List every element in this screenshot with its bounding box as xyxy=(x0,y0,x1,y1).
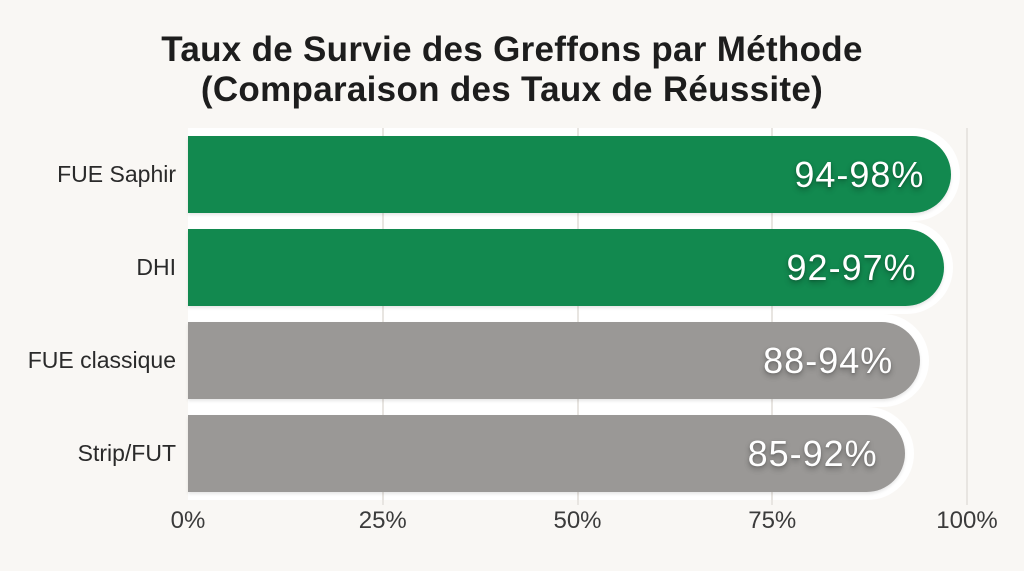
category-label: FUE Saphir xyxy=(57,161,176,187)
bar-row: 92-97% xyxy=(188,221,967,314)
chart-title: Taux de Survie des Greffons par Méthode … xyxy=(0,30,1024,110)
value-label: 94-98% xyxy=(794,153,925,195)
category-label: Strip/FUT xyxy=(77,440,176,466)
bar-row: 94-98% xyxy=(188,128,967,221)
bar: 88-94% xyxy=(188,322,921,399)
bar-halo: 88-94% xyxy=(188,314,930,407)
value-label: 88-94% xyxy=(763,339,894,381)
bar-halo: 85-92% xyxy=(188,407,914,500)
bar-row: 85-92% xyxy=(188,407,967,500)
chart-title-line1: Taux de Survie des Greffons par Méthode xyxy=(161,30,863,69)
category-label: FUE classique xyxy=(27,347,176,373)
bar: 94-98% xyxy=(188,136,952,213)
category-axis: FUE Saphir DHI FUE classique Strip/FUT xyxy=(0,128,176,500)
chart-title-line2: (Comparaison des Taux de Réussite) xyxy=(200,70,824,109)
bar-row: 88-94% xyxy=(188,314,967,407)
category-label: DHI xyxy=(136,254,176,280)
bar: 92-97% xyxy=(188,229,944,306)
value-label: 92-97% xyxy=(786,246,917,288)
x-tick-label: 25% xyxy=(358,507,407,534)
bar-halo: 92-97% xyxy=(188,221,953,314)
x-tick-label: 75% xyxy=(748,507,797,534)
plot-area: 94-98% 92-97% 88-94% 85-92% xyxy=(188,128,967,500)
value-label: 85-92% xyxy=(747,432,878,474)
bar-halo: 94-98% xyxy=(188,128,961,221)
x-tick-label: 50% xyxy=(553,507,602,534)
x-tick-label: 100% xyxy=(936,507,998,534)
x-tick-label: 0% xyxy=(170,507,206,534)
bar: 85-92% xyxy=(188,415,905,492)
x-axis: 0% 25% 50% 75% 100% xyxy=(171,507,998,541)
